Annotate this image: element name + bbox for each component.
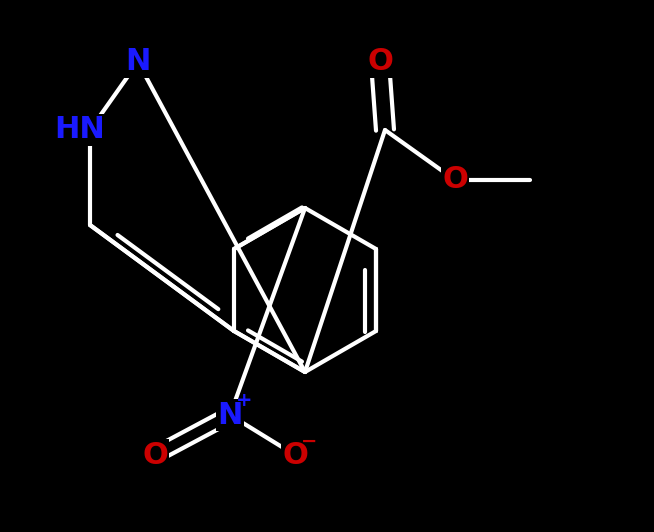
Text: −: − [301,431,317,451]
Text: N: N [126,47,150,77]
Text: +: + [235,392,252,411]
Text: O: O [142,440,168,470]
Text: HN: HN [55,115,105,145]
Text: O: O [442,165,468,195]
Text: O: O [367,47,393,77]
Text: O: O [282,440,308,470]
Text: N: N [217,401,243,429]
